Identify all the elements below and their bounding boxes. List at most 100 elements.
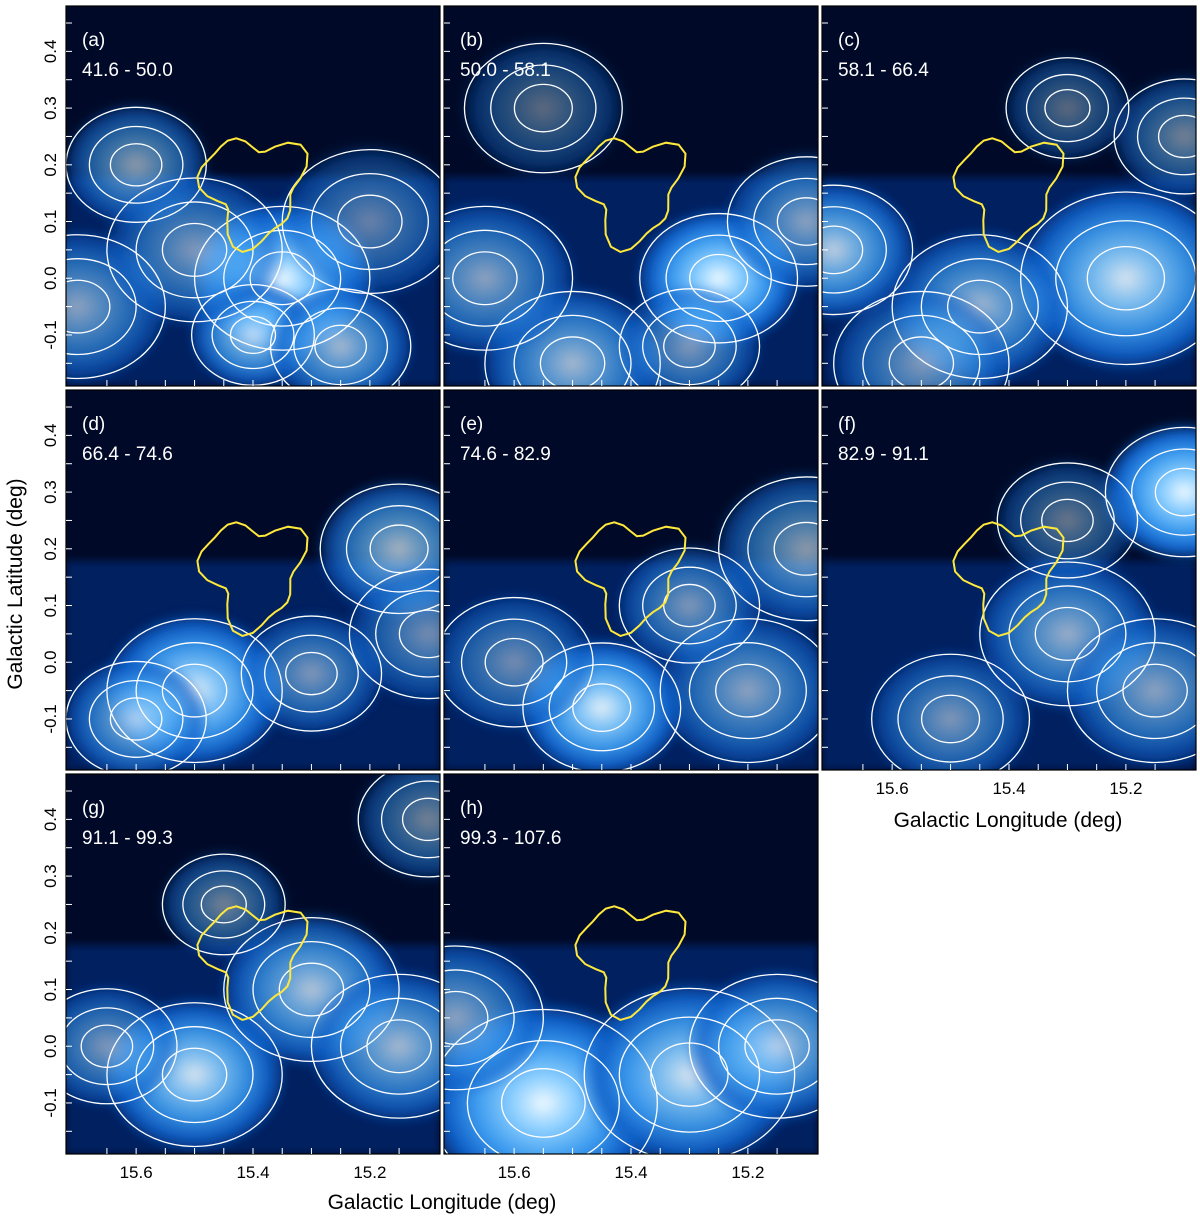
emission-blob	[305, 966, 440, 1126]
contour-line	[618, 547, 761, 664]
emission-blob	[101, 170, 289, 330]
emission-blob	[344, 562, 440, 706]
y-tick-label: 0.3	[41, 96, 60, 120]
tick-marks	[66, 406, 400, 770]
contour-line	[66, 660, 207, 770]
contour-line	[688, 973, 818, 1119]
y-tick-label: 0.4	[41, 424, 60, 448]
contours	[444, 945, 818, 1154]
emission-blob	[827, 283, 1015, 386]
contour-line	[375, 590, 440, 678]
contour-line	[1104, 426, 1196, 558]
contour-line	[444, 969, 515, 1067]
panel-label: (e)	[460, 414, 483, 435]
contour-line	[1157, 114, 1196, 159]
contour-line	[444, 990, 489, 1045]
panel-image	[444, 390, 818, 770]
emission-blob	[66, 655, 211, 770]
contour-line	[833, 290, 1010, 386]
contour-line	[744, 1019, 810, 1074]
contour-line	[135, 201, 254, 299]
emission-blob	[444, 198, 579, 358]
contour-line	[369, 524, 429, 574]
contour-line	[1122, 663, 1188, 718]
contour-line	[444, 205, 574, 351]
contour-line	[1005, 57, 1130, 160]
contour-line	[452, 251, 518, 306]
contour-line	[109, 697, 163, 741]
contour-line	[1025, 73, 1109, 143]
contour-line	[513, 314, 632, 386]
panel-image	[444, 774, 818, 1154]
emission-blob	[614, 282, 765, 386]
tick-marks	[66, 790, 400, 1154]
emission-blob	[866, 647, 1035, 770]
contour-line	[269, 288, 412, 386]
contour-line	[401, 797, 440, 842]
velocity-range: 66.4 - 74.6	[82, 444, 173, 465]
contour-line	[366, 1019, 432, 1074]
contour-line	[659, 618, 818, 764]
axes-text-layer: Galactic Longitude (deg) Galactic Longit…	[4, 478, 1122, 1214]
contour-line	[891, 234, 1069, 380]
contour-line	[1136, 97, 1196, 176]
tick-marks	[444, 406, 778, 770]
emission-blob	[1061, 611, 1196, 770]
contour-line	[718, 476, 818, 622]
contour-line	[920, 258, 1039, 356]
tick-marks	[822, 406, 1156, 770]
y-tick-label: 0.2	[41, 537, 60, 561]
contours	[444, 42, 818, 386]
bubble-outline	[952, 521, 1065, 637]
tick-marks	[822, 22, 1156, 386]
panel-label: (b)	[460, 30, 483, 51]
contour-line	[513, 83, 573, 133]
velocity-range: 58.1 - 66.4	[838, 60, 929, 81]
emission-blob	[722, 150, 818, 294]
contour-line	[773, 521, 818, 576]
contour-line	[776, 197, 818, 246]
contour-line	[539, 336, 606, 386]
panel-label: (a)	[82, 30, 105, 51]
y-tick-label: 0.4	[41, 40, 60, 64]
contour-line	[211, 300, 295, 370]
contours	[444, 476, 818, 770]
panel-label: (g)	[82, 798, 105, 819]
panel-label: (d)	[82, 414, 105, 435]
contour-line	[618, 1016, 761, 1133]
contour-line	[996, 462, 1139, 579]
contour-line	[618, 288, 761, 386]
y-tick-label: 0.1	[41, 978, 60, 1002]
y-tick-label: 0.3	[41, 864, 60, 888]
contour-line	[193, 205, 371, 351]
emission-blob	[459, 36, 628, 180]
contour-line	[80, 1024, 134, 1068]
contour-line	[822, 225, 864, 275]
y-tick-label: -0.1	[41, 1088, 60, 1117]
contour-line	[66, 258, 137, 356]
x-tick-label: 15.6	[876, 779, 909, 798]
x-tick-label: 15.6	[120, 1163, 153, 1182]
y-tick-label: -0.1	[41, 704, 60, 733]
emission-blobs	[822, 52, 1196, 386]
y-tick-label: 0.0	[41, 1034, 60, 1058]
emission-blobs	[66, 774, 440, 1154]
panel-e: (e) 74.6 - 82.9	[443, 389, 819, 771]
contour-line	[345, 505, 440, 593]
velocity-range: 41.6 - 50.0	[82, 60, 173, 81]
emission-blobs	[66, 477, 440, 770]
panel-image	[66, 390, 440, 770]
y-tick-label: 0.2	[41, 921, 60, 945]
contour-line	[460, 618, 568, 707]
contour-line	[161, 663, 228, 718]
velocity-range: 50.0 - 58.1	[460, 60, 551, 81]
y-tick-label: 0.0	[41, 266, 60, 290]
contour-line	[946, 279, 1013, 334]
panel-f: (f) 82.9 - 91.1 15.6 15.4 15.2	[821, 389, 1197, 798]
contour-line	[862, 314, 981, 386]
contour-line	[135, 1026, 254, 1124]
contour-line	[888, 336, 955, 386]
contour-line	[463, 42, 623, 174]
contour-line	[484, 637, 544, 687]
